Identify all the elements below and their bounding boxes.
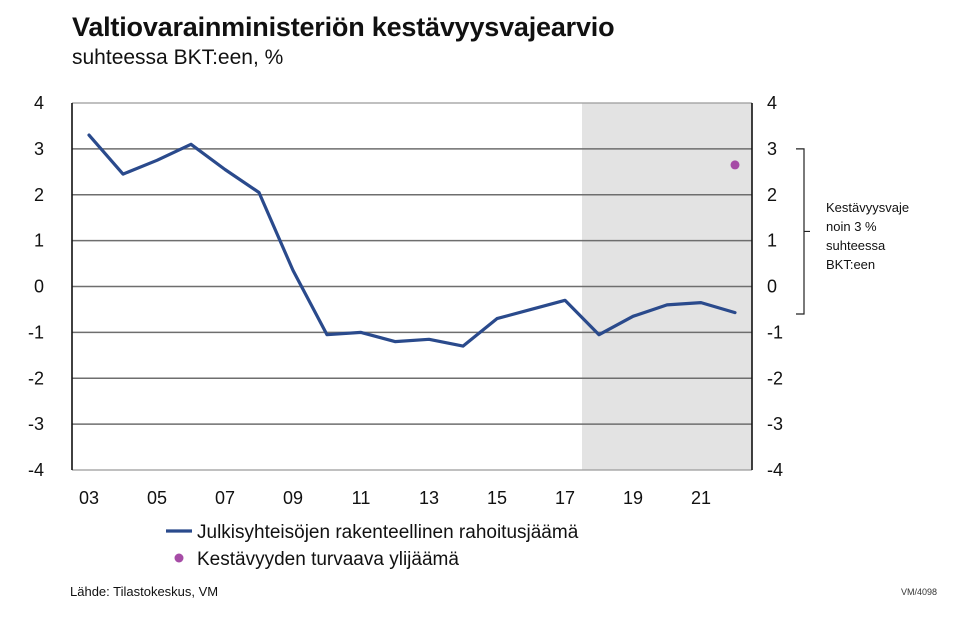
y-tick-label-right: -3 — [767, 414, 783, 434]
x-tick-label: 19 — [623, 488, 643, 508]
y-tick-label-left: 2 — [34, 185, 44, 205]
y-tick-label-right: 4 — [767, 93, 777, 113]
x-tick-label: 15 — [487, 488, 507, 508]
annotation-text: noin 3 % — [826, 219, 877, 234]
y-tick-label-right: 1 — [767, 231, 777, 251]
annotation-text: suhteessa — [826, 238, 886, 253]
y-tick-label-left: 0 — [34, 277, 44, 297]
chart-title: Valtiovarainministeriön kestävyysvajearv… — [72, 12, 615, 42]
x-tick-label: 11 — [352, 488, 371, 508]
y-tick-label-right: -1 — [767, 322, 783, 342]
y-tick-label-left: -1 — [28, 322, 44, 342]
y-tick-label-right: -4 — [767, 460, 783, 480]
x-tick-label: 03 — [79, 488, 99, 508]
series-line-structural-balance — [87, 133, 737, 348]
annotation-text: BKT:een — [826, 257, 875, 272]
y-tick-label-left: -3 — [28, 414, 44, 434]
y-tick-label-right: 3 — [767, 139, 777, 159]
surplus-point — [730, 160, 740, 170]
y-tick-label-left: 4 — [34, 93, 44, 113]
y-tick-label-right: 2 — [767, 185, 777, 205]
x-tick-label: 05 — [147, 488, 167, 508]
annotation-text: Kestävyysvaje — [826, 200, 909, 215]
legend-dot-swatch — [174, 553, 184, 563]
y-tick-label-right: 0 — [767, 277, 777, 297]
legend-label-surplus: Kestävyyden turvaava ylijäämä — [197, 549, 459, 570]
chart-subtitle: suhteessa BKT:een, % — [72, 46, 284, 69]
x-tick-label: 21 — [691, 488, 711, 508]
y-tick-label-left: 3 — [34, 139, 44, 159]
y-tick-label-left: -4 — [28, 460, 44, 480]
annotation-bracket — [796, 148, 810, 315]
x-tick-label: 17 — [555, 488, 575, 508]
x-tick-label: 13 — [419, 488, 439, 508]
y-tick-label-right: -2 — [767, 368, 783, 388]
y-tick-label-left: 1 — [34, 231, 44, 251]
legend-label-structural-balance: Julkisyhteisöjen rakenteellinen rahoitus… — [197, 522, 579, 543]
figure-code: VM/4098 — [900, 587, 937, 597]
y-tick-label-left: -2 — [28, 368, 44, 388]
source-note: Lähde: Tilastokeskus, VM — [70, 584, 219, 599]
x-tick-label: 07 — [215, 488, 235, 508]
x-tick-label: 09 — [283, 488, 303, 508]
